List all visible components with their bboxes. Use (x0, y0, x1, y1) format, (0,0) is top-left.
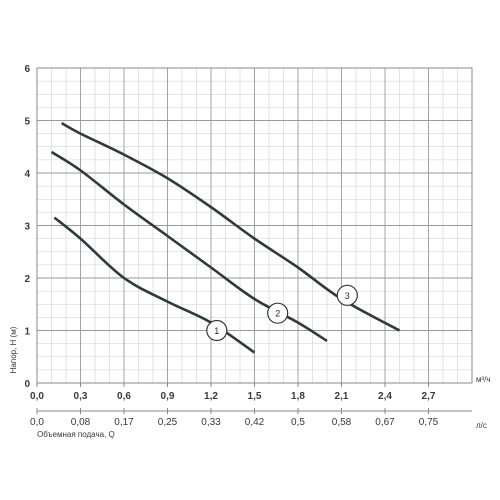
y-axis-ticks: 0 1 2 3 4 5 6 (24, 64, 30, 390)
x2-tick-label: 0,17 (114, 417, 134, 428)
curve-3-label: 3 (345, 291, 350, 301)
x-tick-label: 0,3 (74, 391, 88, 402)
y-axis-label: Напор, H (м) (9, 326, 18, 373)
x-tick-label: 1,8 (291, 391, 305, 402)
x2-tick-label: 0,58 (332, 417, 352, 428)
curve-2-label: 2 (275, 309, 280, 319)
curve-1-label: 1 (214, 326, 219, 336)
x2-tick-label: 0,75 (419, 417, 439, 428)
x-tick-label: 0,9 (161, 391, 175, 402)
x2-tick-label: 0,5 (291, 417, 305, 428)
series-layer: 1 2 3 (50, 121, 401, 354)
y-tick-label: 5 (24, 117, 30, 128)
y-tick-label: 2 (24, 274, 30, 285)
curve-3 (61, 121, 401, 332)
curve-2 (50, 150, 328, 343)
x-axis-ticks: 0,0 0,3 0,6 0,9 1,2 1,5 1,8 2,1 2,4 2,7 (30, 383, 436, 402)
x-tick-label: 1,2 (204, 391, 218, 402)
x-tick-label: 2,1 (335, 391, 349, 402)
x2-tick-label: 0,42 (245, 417, 265, 428)
x2-tick-label: 0,67 (375, 417, 395, 428)
x-axis-label: Объемная подача, Q (37, 430, 115, 439)
curve-1-label-circle (206, 319, 228, 342)
x2-tick-label: 0,0 (30, 417, 44, 428)
x-tick-label: 2,4 (378, 391, 392, 402)
x2-tick-label: 0,25 (158, 417, 178, 428)
x-axis-unit: м³/ч (476, 375, 491, 384)
x-tick-label: 0,0 (30, 391, 44, 402)
x2-axis-unit: л/с (476, 421, 487, 430)
x-tick-label: 1,5 (248, 391, 262, 402)
x-tick-label: 0,6 (117, 391, 131, 402)
x2-axis-ticks: 0,0 0,08 0,17 0,25 0,33 0,42 0,5 0,58 0,67 0,75 (30, 408, 472, 428)
y-tick-label: 1 (24, 327, 30, 338)
y-tick-label: 3 (24, 222, 30, 233)
y-tick-label: 4 (24, 169, 30, 180)
x-tick-label: 2,7 (422, 391, 436, 402)
curve-3-label-circle (336, 284, 358, 306)
y-tick-label: 6 (24, 64, 30, 75)
x2-tick-label: 0,08 (71, 417, 91, 428)
x2-tick-label: 0,33 (201, 417, 221, 428)
y-tick-label: 0 (24, 379, 30, 390)
curve-2-label-circle (267, 302, 289, 324)
